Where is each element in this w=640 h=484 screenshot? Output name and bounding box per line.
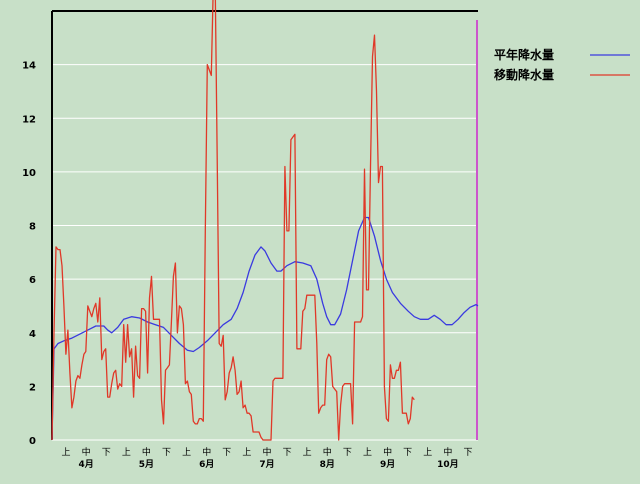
x-month-label: 7月	[259, 459, 274, 470]
x-period-label: 中	[383, 446, 392, 458]
x-month-label: 8月	[320, 459, 335, 470]
x-period-label: 上	[303, 447, 312, 458]
y-tick-label: 12	[22, 114, 36, 125]
y-tick-label: 8	[29, 222, 36, 233]
x-month-label: 5月	[139, 459, 154, 470]
series-lines	[51, 0, 479, 441]
x-period-label: 中	[142, 446, 151, 458]
x-period-label: 下	[343, 448, 352, 458]
x-period-label: 中	[323, 446, 332, 458]
x-month-label: 9月	[380, 459, 395, 470]
x-period-label: 中	[82, 446, 91, 458]
legend-label: 平年降水量	[494, 47, 554, 62]
x-period-label: 上	[182, 447, 191, 458]
y-tick-label: 4	[29, 329, 36, 340]
x-period-label: 上	[62, 447, 71, 458]
y-tick-label: 2	[29, 382, 36, 393]
y-tick-label: 10	[22, 168, 36, 179]
x-period-label: 下	[162, 448, 171, 458]
x-period-label: 上	[363, 447, 372, 458]
x-period-label: 下	[283, 448, 292, 458]
x-period-label: 中	[202, 446, 211, 458]
x-period-label: 上	[122, 447, 131, 458]
y-tick-label: 14	[22, 61, 36, 72]
x-period-label: 中	[262, 446, 271, 458]
x-period-label: 下	[102, 448, 111, 458]
series-line-normal-precipitation	[51, 216, 479, 441]
legend-label: 移動降水量	[494, 67, 554, 82]
x-tick-labels: 上中下上中下上中下上中下上中下上中下上中下4月 5月 6月 7月 8月 9月 10月	[62, 446, 473, 470]
x-month-label: 4月	[79, 459, 94, 470]
x-period-label: 上	[242, 447, 251, 458]
x-month-label: 6月	[199, 459, 214, 470]
x-month-label: 10月	[437, 459, 459, 470]
y-tick-labels: 0 2 4 6 8 10 12 14	[22, 61, 36, 447]
y-tick-label: 0	[29, 436, 36, 447]
x-period-label: 上	[423, 447, 432, 458]
x-period-label: 下	[222, 448, 231, 458]
y-tick-label: 6	[29, 275, 36, 286]
x-period-label: 下	[463, 448, 472, 458]
series-line-moving-precipitation	[51, 0, 415, 441]
x-period-label: 下	[403, 448, 412, 458]
x-period-label: 中	[443, 446, 452, 458]
